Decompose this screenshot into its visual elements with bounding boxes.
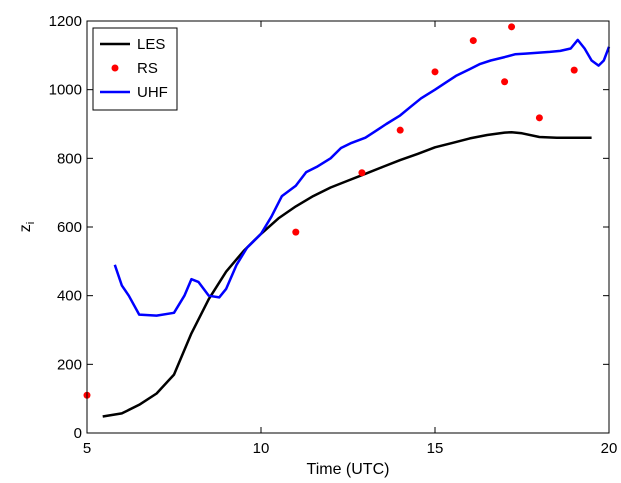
legend-swatch-rs [111, 64, 119, 72]
x-tick-label: 20 [601, 440, 618, 457]
rs-data-point [469, 37, 477, 45]
legend-label-rs: RS [137, 60, 158, 77]
y-tick-label: 600 [57, 219, 82, 236]
y-axis-title-subscript: i [25, 222, 37, 224]
y-tick-label: 800 [57, 150, 82, 167]
x-tick-label: 15 [427, 440, 444, 457]
rs-data-point [431, 68, 439, 76]
rs-data-point [396, 126, 404, 134]
rs-data-point [292, 228, 300, 236]
y-tick-label: 1000 [49, 82, 82, 99]
rs-data-point [508, 23, 516, 31]
y-tick-label: 0 [74, 425, 82, 442]
legend-label-les: LES [137, 36, 165, 53]
rs-data-point [570, 66, 578, 74]
x-tick-label: 10 [253, 440, 270, 457]
rs-data-point [358, 169, 366, 177]
series-layer [83, 23, 611, 418]
legend: LES RS UHF [92, 27, 178, 111]
y-tick-label: 1200 [49, 13, 82, 30]
x-tick-label: 5 [83, 440, 91, 457]
y-tick-label: 200 [57, 356, 82, 373]
y-tick-label: 400 [57, 288, 82, 305]
rs-data-point [535, 114, 543, 122]
les-series-line [102, 130, 592, 418]
uhf-series-line [113, 38, 611, 317]
legend-label-uhf: UHF [137, 84, 168, 101]
y-axis-title: zi [17, 222, 37, 232]
y-axis-title-main: z [17, 224, 34, 232]
legend-box [92, 27, 178, 111]
x-axis-title: Time (UTC) [307, 461, 390, 478]
rs-data-point [501, 78, 509, 86]
